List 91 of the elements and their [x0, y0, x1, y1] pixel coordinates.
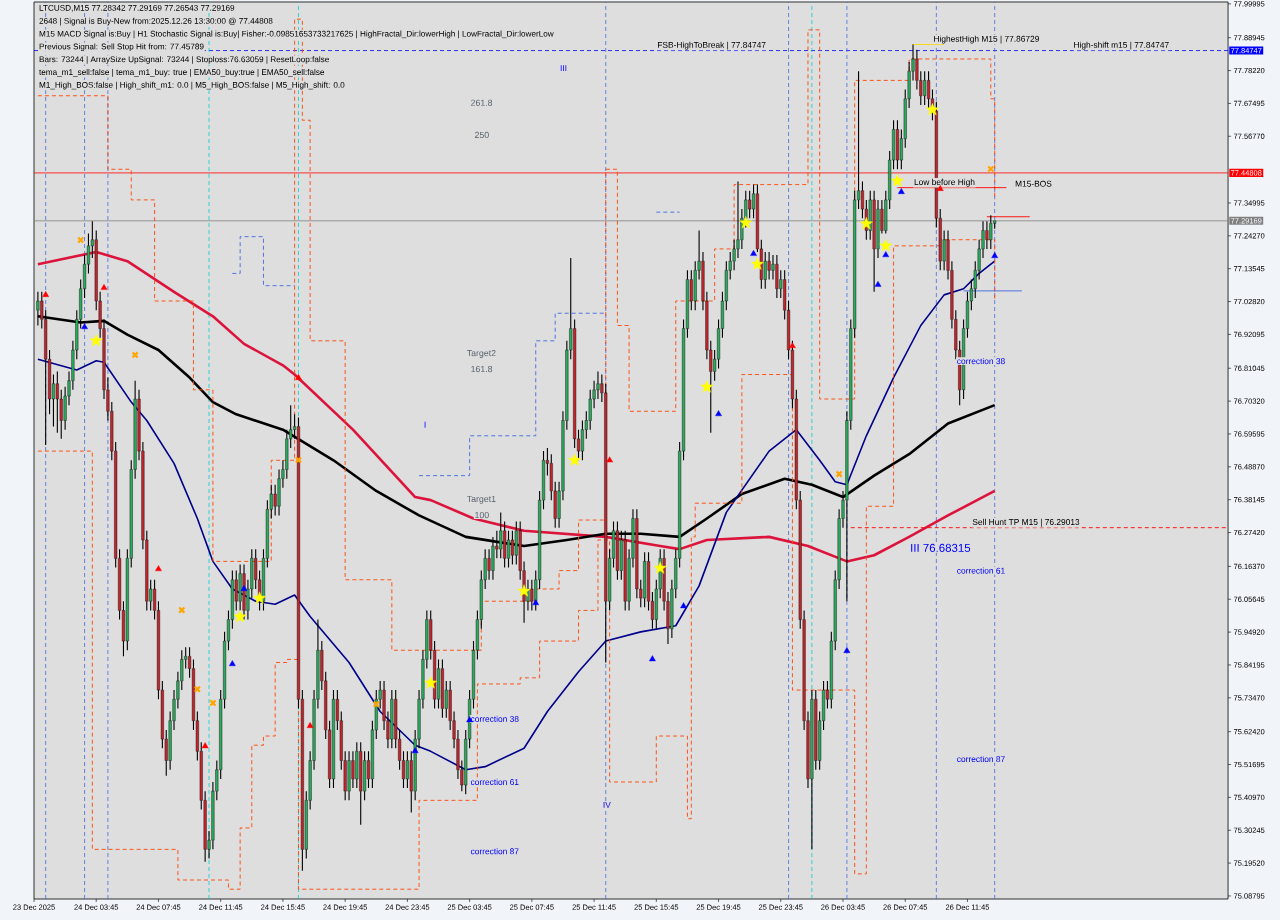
- annotation: Target2: [466, 350, 496, 358]
- point: [193, 685, 201, 693]
- candlestick: [580, 419, 584, 461]
- candlestick: [331, 689, 336, 789]
- point: [680, 602, 687, 609]
- annotation: High-shift m15 | 77.84747: [1074, 41, 1169, 50]
- annotation: I: [424, 421, 426, 428]
- annotation: FSB-HighToBreak | 77.84747: [657, 41, 766, 50]
- point: [898, 188, 905, 194]
- annotation: M1_High_BOS:false | High_shift_m1: 0.0 | M5_High_BOS:false | M5_High_shift: 0.0: [39, 81, 345, 90]
- candlestick: [487, 548, 491, 581]
- candlestick: [503, 521, 507, 569]
- point: [294, 456, 303, 464]
- annotation: Previous Signal: Sell Stop Hit from: 77.45789: [39, 43, 204, 52]
- annotation: 250: [474, 131, 489, 139]
- annotation: correction 38: [957, 357, 1005, 365]
- point: [89, 334, 103, 347]
- annotation: 161.8: [471, 365, 493, 373]
- point: [253, 591, 266, 604]
- annotation: III 76.68315: [911, 543, 971, 552]
- point: [240, 585, 248, 591]
- point: [155, 565, 162, 572]
- annotation: LTCUSD,M15 77.28342 77.29169 77.26543 77.29169: [39, 4, 235, 12]
- point: [517, 584, 531, 597]
- annotation: Target1: [466, 495, 496, 504]
- annotation: IV: [603, 802, 611, 808]
- point: [42, 291, 49, 297]
- point: [859, 217, 873, 230]
- candlestick: [810, 689, 814, 850]
- point: [424, 676, 438, 689]
- annotation: HighestHigh M15 | 77.86729: [934, 35, 1039, 44]
- point: [653, 561, 667, 574]
- candlestick: [390, 689, 394, 749]
- annotation: correction 38: [470, 715, 519, 722]
- point: [874, 280, 882, 287]
- candlestick: [355, 741, 359, 789]
- point: [700, 380, 714, 393]
- candlestick: [895, 119, 899, 170]
- annotation: 261.8: [471, 99, 493, 106]
- candlestick: [405, 750, 409, 789]
- point: [891, 174, 904, 187]
- point: [201, 742, 209, 749]
- point: [789, 342, 796, 349]
- annotation: 100: [475, 511, 489, 519]
- annotation: M15 MACD Signal is:Buy | H1 Stochastic Signal is:Buy| Fisher:-0.09851653733217625 | HighFractal_Dir:lowerHigh | LowFractal_Dir:lowerLow: [39, 30, 554, 39]
- annotation: Bars: 73244 | ArraySize UpSignal: 73244 | Stoploss:76.63059 | ResetLoop:false: [39, 56, 329, 64]
- point: [411, 747, 419, 754]
- point: [229, 660, 236, 667]
- candlestick: [363, 750, 367, 801]
- point: [606, 456, 613, 463]
- point: [936, 185, 944, 191]
- point: [295, 374, 302, 380]
- candlestick: [440, 658, 444, 719]
- annotation: Sell Hunt TP M15 | 76.29013: [972, 518, 1080, 527]
- annotation: tema_m1_sell:false | tema_m1_buy: true | EMA50_buy:true | EMA50_sell:false: [39, 68, 325, 77]
- annotation: correction 61: [957, 567, 1005, 574]
- point: [715, 410, 722, 417]
- candlestick: [775, 254, 779, 299]
- annotation: correction 87: [957, 755, 1005, 763]
- point: [926, 103, 939, 116]
- annotation: III: [560, 65, 567, 72]
- candlestick: [767, 251, 771, 281]
- point: [649, 655, 656, 662]
- annotation: M15-BOS: [1015, 180, 1052, 187]
- point: [81, 323, 88, 330]
- candlestick: [530, 579, 534, 611]
- point: [233, 610, 247, 623]
- point: [750, 250, 757, 256]
- candlestick: [510, 530, 514, 566]
- point: [306, 722, 314, 728]
- point: [991, 252, 998, 258]
- candlestick: [763, 251, 767, 290]
- annotation: 2648 | Signal is Buy-New from:2025.12.26 13:30:00 @ 77.44808: [39, 17, 273, 26]
- candlestick: [872, 190, 876, 293]
- point: [568, 453, 582, 466]
- point: [879, 239, 893, 252]
- candlestick: [643, 551, 647, 608]
- point: [739, 216, 753, 229]
- candlestick: [923, 70, 927, 106]
- annotation: Low before High: [914, 178, 975, 187]
- point: [532, 599, 540, 606]
- point: [882, 251, 890, 258]
- candlestick: [359, 741, 363, 826]
- candlestick: [347, 750, 351, 801]
- point: [100, 284, 108, 290]
- annotation: correction 87: [470, 848, 519, 855]
- point: [751, 257, 764, 270]
- annotation: correction 61: [470, 778, 519, 786]
- candlestick: [506, 530, 511, 569]
- point: [843, 647, 851, 653]
- candlestick: [55, 370, 59, 434]
